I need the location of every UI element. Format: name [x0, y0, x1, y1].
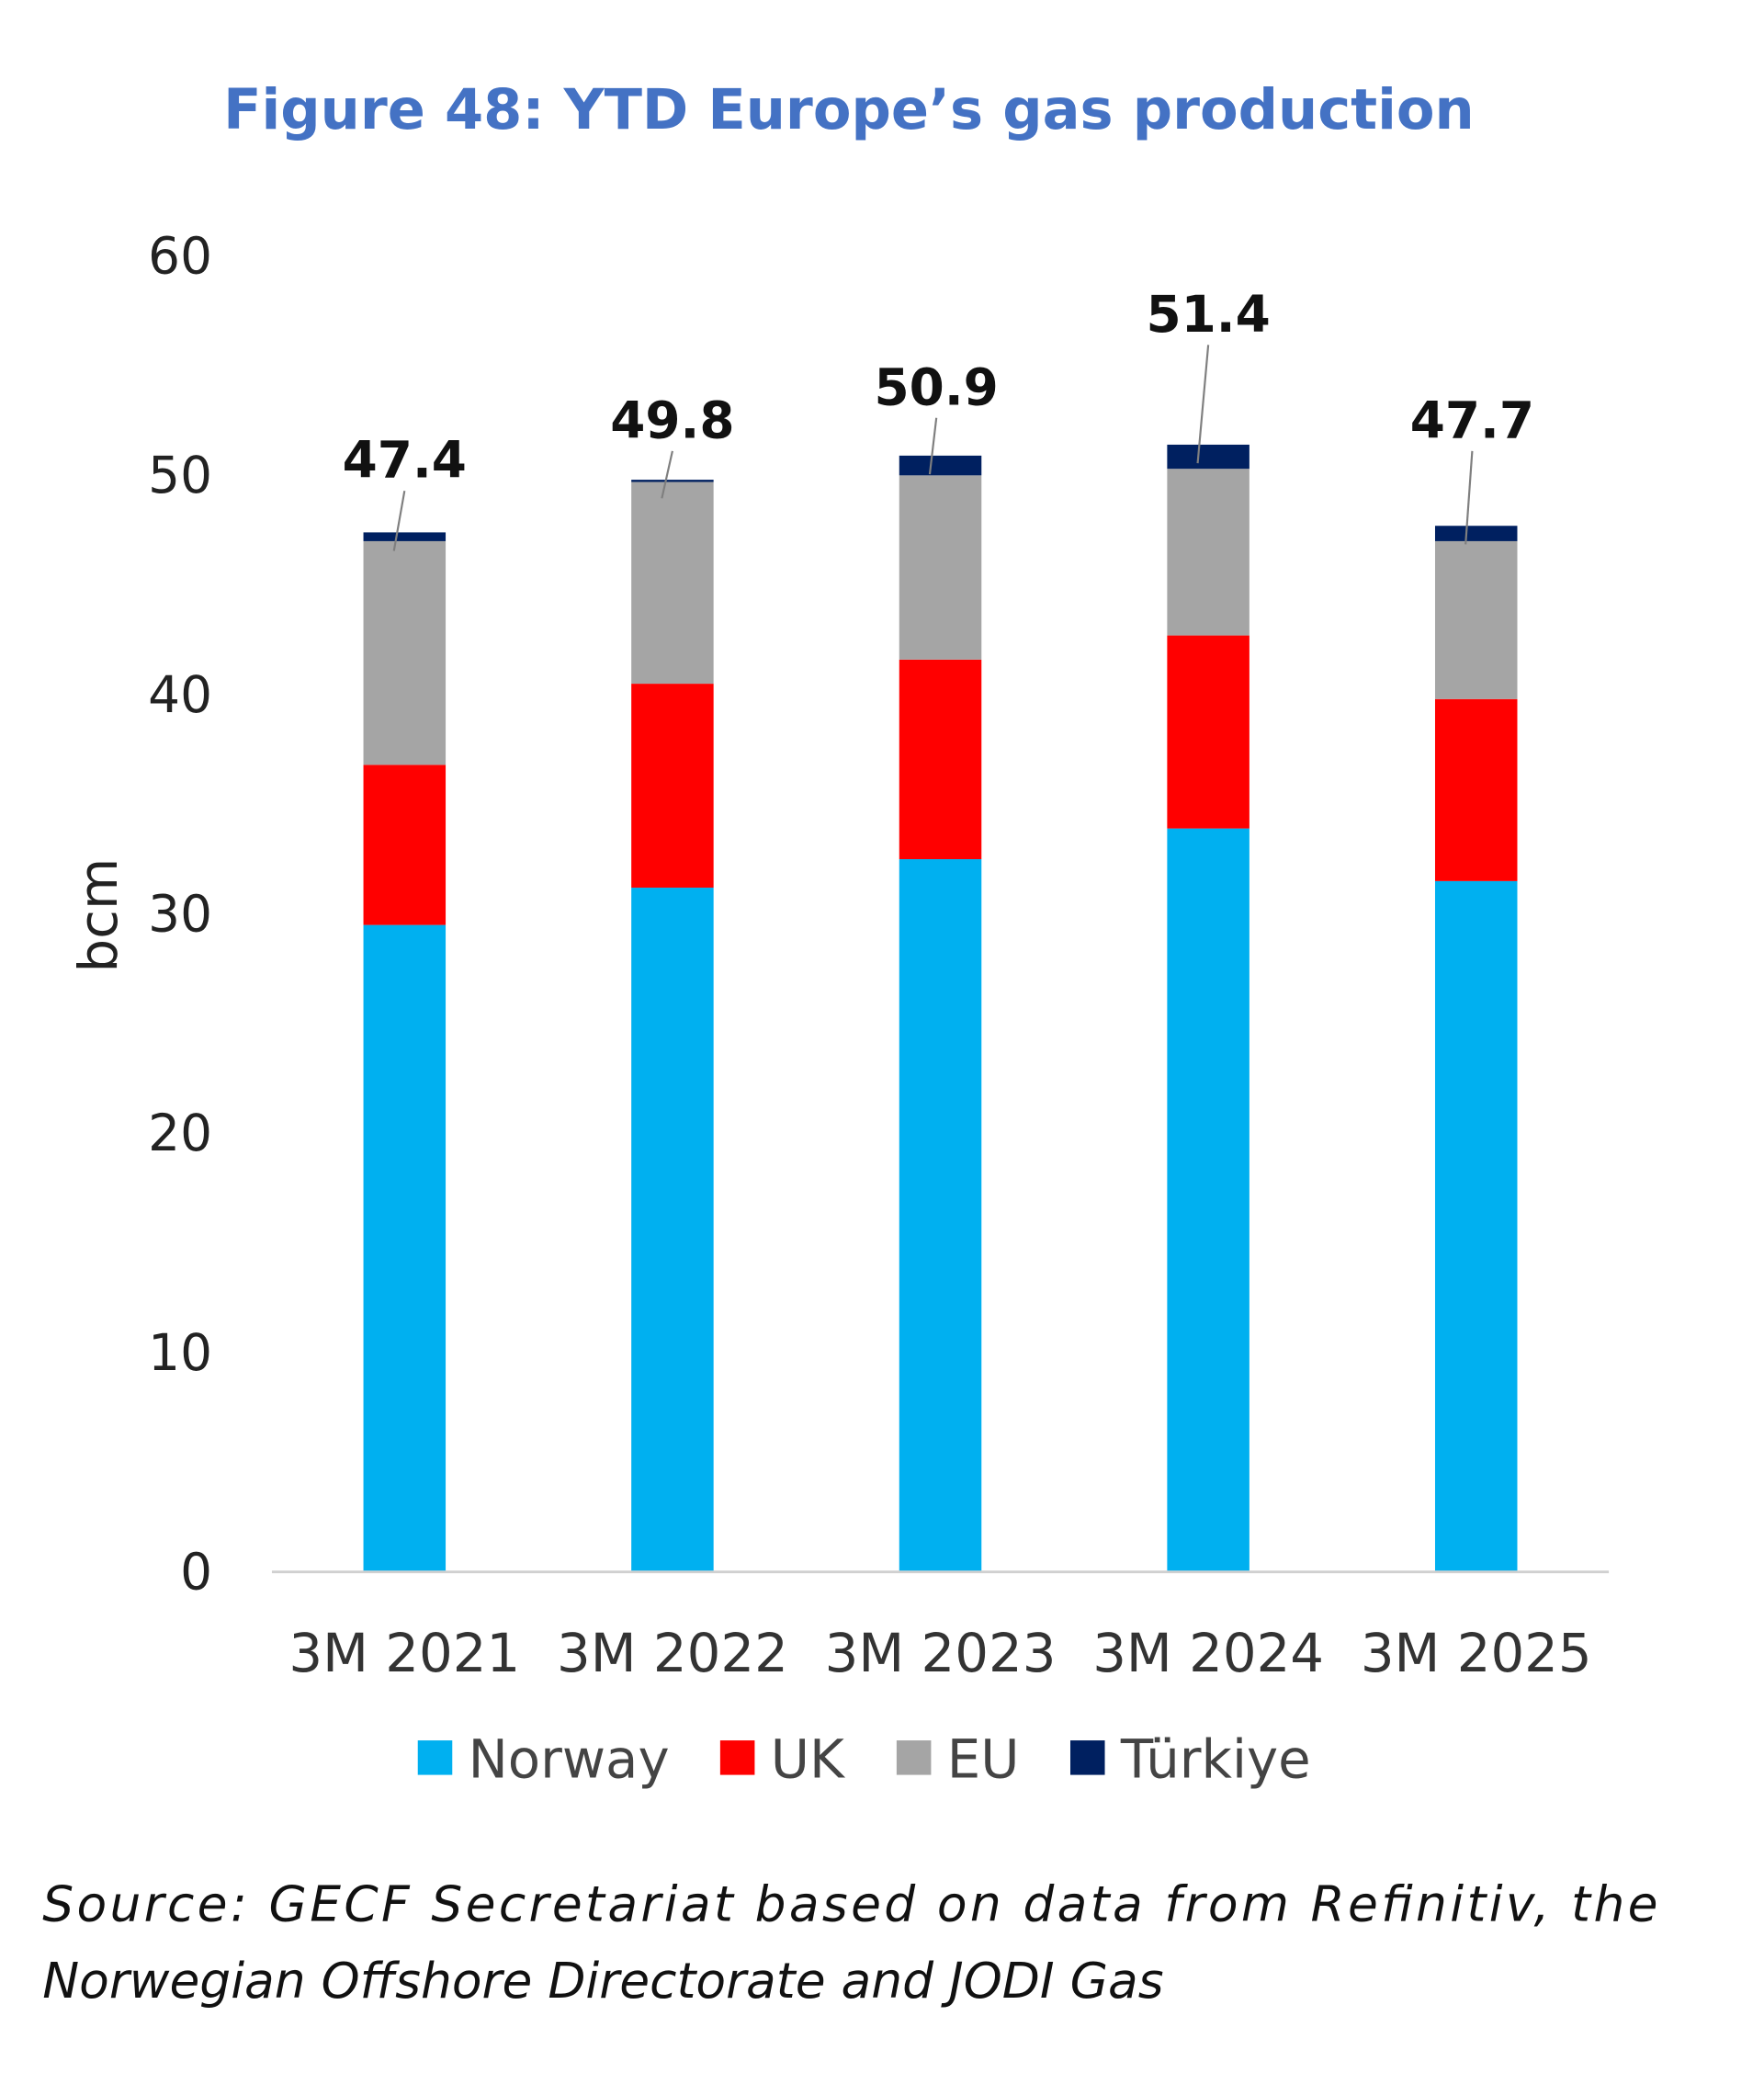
legend-swatch [719, 1740, 755, 1775]
source-line-1: Source: GECF Secretariat based on data f… [42, 1874, 1657, 1932]
y-tick-label: 20 [148, 1104, 212, 1162]
total-data-label: 47.4 [343, 431, 467, 490]
bar-segment-eu [899, 475, 982, 660]
chart-title: Figure 48: YTD Europe’s gas production [223, 78, 1475, 142]
leader-line [661, 450, 673, 499]
x-tick-label: 3M 2022 [557, 1622, 788, 1684]
bar-segment-eu [363, 540, 447, 765]
bar-segment-trkiye [363, 532, 447, 541]
legend-label: EU [947, 1727, 1020, 1790]
bar-segment-eu [631, 481, 714, 685]
total-data-label: 49.8 [610, 391, 734, 449]
bar-segment-trkiye [1167, 444, 1250, 470]
x-tick-label: 3M 2023 [825, 1622, 1057, 1684]
bar-segment-eu [1167, 469, 1250, 636]
y-axis-label: bcm [67, 858, 130, 973]
bar-segment-eu [1434, 540, 1518, 699]
y-tick-label: 60 [148, 226, 212, 285]
legend-label: UK [771, 1727, 846, 1790]
leader-line [392, 490, 406, 551]
legend-swatch [1069, 1740, 1105, 1775]
x-tick-label: 3M 2021 [288, 1622, 520, 1684]
y-tick-label: 0 [180, 1542, 212, 1601]
legend-swatch [896, 1740, 932, 1775]
y-tick-label: 10 [148, 1323, 212, 1382]
leader-line [1196, 345, 1210, 464]
bar-segment-uk [631, 684, 714, 889]
total-data-label: 47.7 [1410, 391, 1534, 449]
bar-segment-norway [1167, 828, 1250, 1572]
bar-segment-norway [631, 888, 714, 1572]
source-line-2: Norwegian Offshore Directorate and JODI … [42, 1952, 1163, 2010]
bar-segment-uk [899, 659, 982, 860]
leader-line [928, 417, 938, 475]
total-data-label: 51.4 [1146, 285, 1270, 344]
y-tick-label: 50 [148, 446, 212, 504]
bar-segment-uk [1167, 635, 1250, 829]
bar-segment-norway [899, 859, 982, 1572]
x-tick-label: 3M 2025 [1361, 1622, 1592, 1684]
bar-segment-uk [363, 765, 447, 925]
bar-segment-uk [1434, 698, 1518, 881]
bar-segment-norway [363, 924, 447, 1572]
x-tick-label: 3M 2024 [1092, 1622, 1324, 1684]
bar-segment-trkiye [899, 455, 982, 476]
bar-segment-trkiye [1434, 526, 1518, 541]
legend-label: Türkiye [1120, 1727, 1311, 1790]
y-tick-label: 30 [148, 884, 212, 943]
y-tick-label: 40 [148, 665, 212, 724]
bar-segment-norway [1434, 880, 1518, 1572]
leader-line [1464, 450, 1474, 545]
legend-label: Norway [469, 1727, 670, 1790]
legend-swatch [417, 1740, 453, 1775]
total-data-label: 50.9 [875, 357, 999, 416]
bar-segment-trkiye [631, 480, 714, 482]
